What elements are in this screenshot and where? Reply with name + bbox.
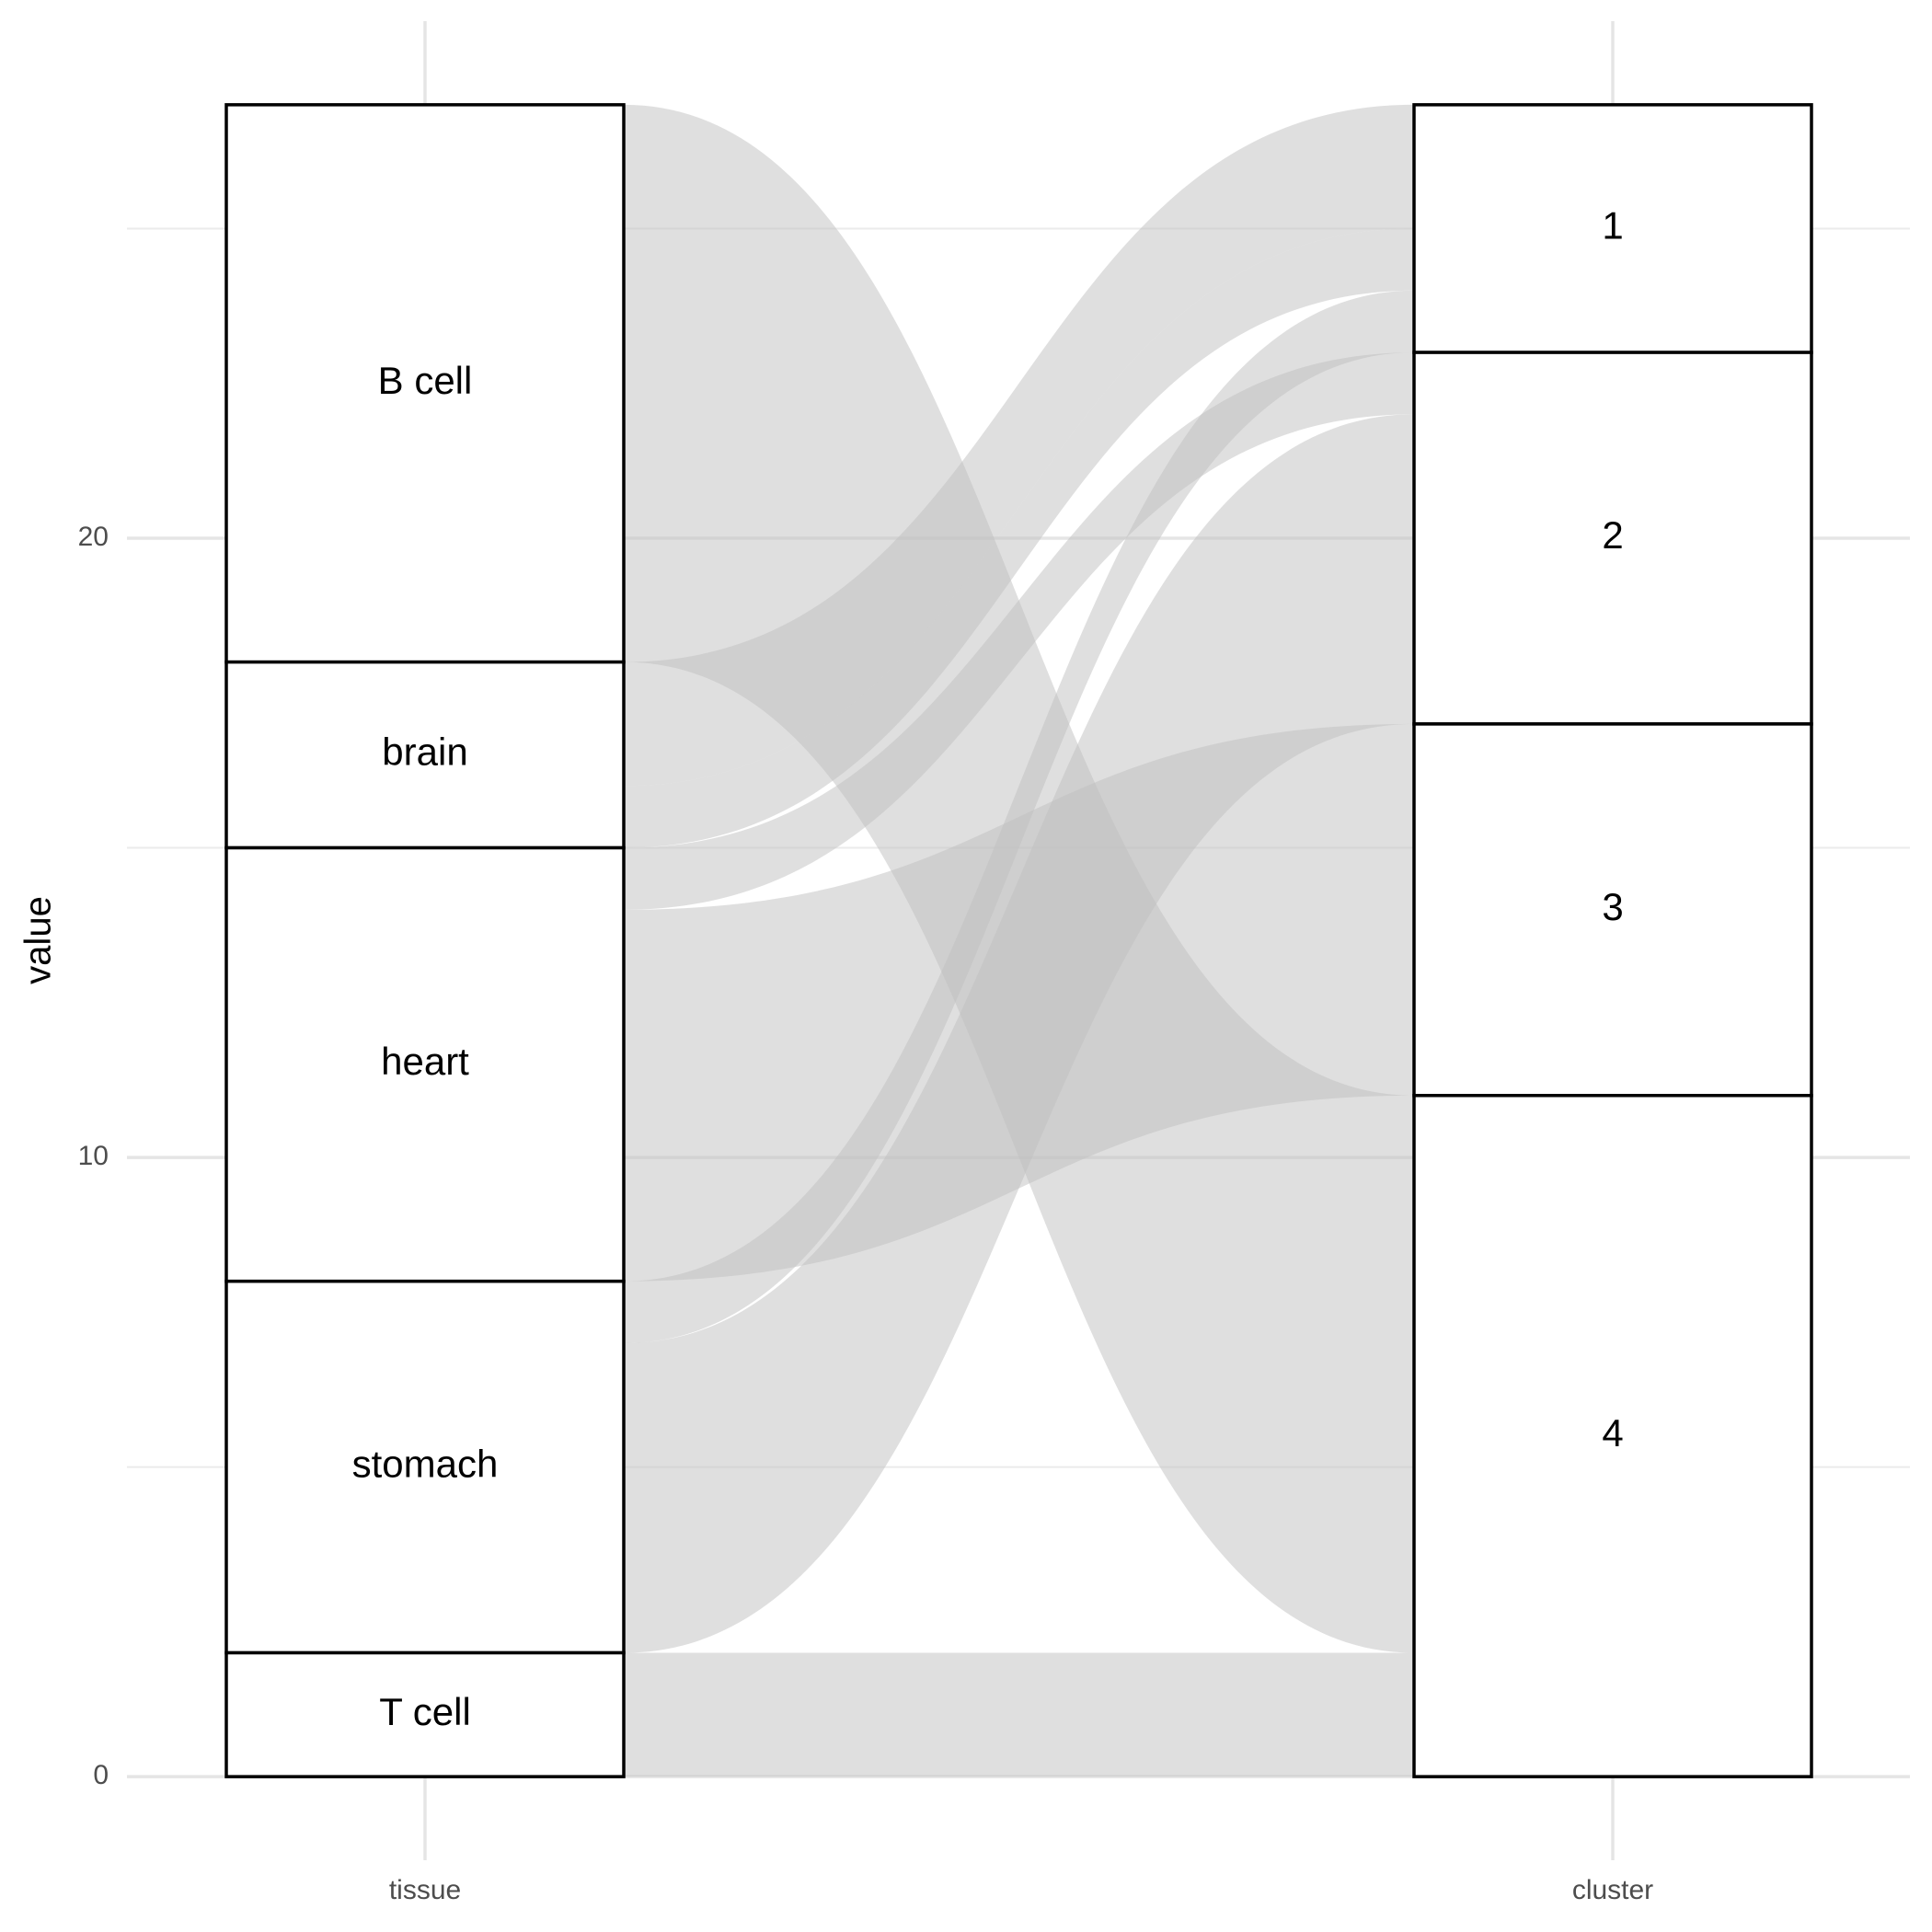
flow <box>624 104 1414 787</box>
flow <box>624 414 1414 1653</box>
stratum-label: heart <box>381 1040 469 1083</box>
stratum-label: B cell <box>378 359 473 402</box>
x-tick-label: tissue <box>389 1875 461 1905</box>
stratum <box>224 103 626 664</box>
stratum-label: 4 <box>1602 1411 1623 1455</box>
flow <box>624 352 1414 910</box>
flow <box>624 1652 1414 1777</box>
flow <box>624 228 1414 848</box>
stratum <box>224 660 626 850</box>
stratum <box>224 1650 626 1778</box>
y-tick-label: 20 <box>78 522 109 552</box>
stratum-label: stomach <box>352 1443 499 1486</box>
stratum-label: 2 <box>1602 513 1623 557</box>
y-tick-label: 0 <box>93 1760 109 1790</box>
y-tick-label: 10 <box>78 1141 109 1171</box>
stratum-label: 1 <box>1602 204 1623 247</box>
y-axis-title: value <box>18 896 59 984</box>
x-tick-label: cluster <box>1572 1875 1653 1905</box>
stratum <box>1412 1094 1813 1778</box>
flow <box>624 290 1414 1343</box>
stratum-label: 3 <box>1602 885 1623 928</box>
stratum-label: brain <box>382 730 467 774</box>
stratum <box>1412 351 1813 726</box>
stratum <box>1412 722 1813 1098</box>
stratum <box>224 845 626 1283</box>
stratum-label: T cell <box>379 1690 471 1733</box>
